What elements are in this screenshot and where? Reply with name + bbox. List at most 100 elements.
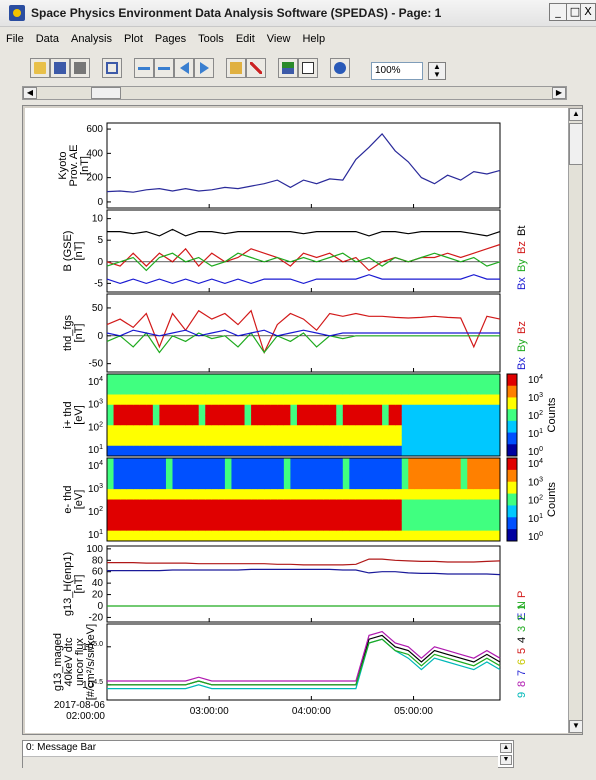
spectrogram-cell (473, 394, 481, 406)
shift-right-icon[interactable] (154, 58, 174, 78)
spectrogram-cell (493, 425, 501, 436)
step-forward-icon[interactable] (194, 58, 214, 78)
spectrogram-cell (401, 415, 409, 426)
spectrogram-cell (421, 445, 429, 457)
spectrogram-cell (342, 435, 350, 447)
spectrogram-cell (362, 458, 370, 469)
scroll-up-arrow-icon[interactable]: ▲ (569, 108, 583, 121)
open-folder-icon[interactable] (30, 58, 50, 78)
spectrogram-cell (146, 384, 154, 395)
spectrogram-cell (323, 384, 331, 395)
spectrogram-cell (467, 509, 475, 521)
message-scroll-up-icon[interactable]: ▲ (500, 743, 512, 753)
colorbar-tick-label: 100 (528, 531, 543, 543)
spectrogram-cell (159, 415, 167, 426)
spectrogram-cell (421, 499, 429, 511)
spectrogram-cell (113, 520, 121, 532)
save-icon[interactable] (50, 58, 70, 78)
spectrogram-cell (454, 394, 462, 406)
spectrogram-cell (329, 374, 337, 385)
menu-data[interactable]: Data (35, 33, 59, 45)
spectrogram-cell (218, 468, 226, 480)
y-tick-label: 102 (88, 421, 103, 433)
close-button[interactable]: X (580, 3, 596, 21)
spectrogram-cell (205, 445, 213, 457)
spectrogram-cell (467, 468, 475, 480)
spectrogram-cell (388, 425, 396, 436)
spectrogram-cell (205, 374, 213, 385)
data-manager-icon[interactable] (226, 58, 246, 78)
zoom-stepper[interactable]: ▲ ▼ (428, 62, 446, 80)
spectrogram-cell (296, 468, 304, 480)
spectrogram-cell (218, 530, 226, 542)
spectrogram-cell (231, 435, 239, 447)
menu-plot[interactable]: Plot (123, 33, 143, 45)
copy-icon[interactable] (102, 58, 122, 78)
layout-icon[interactable] (278, 58, 298, 78)
menu-analysis[interactable]: Analysis (70, 33, 112, 45)
message-bar-scrollbar[interactable] (23, 756, 498, 768)
spectrogram-cell (467, 520, 475, 532)
spectrogram-cell (179, 374, 187, 385)
spectrogram-cell (473, 478, 481, 490)
spectrogram-cell (460, 445, 468, 457)
vertical-scrollbar[interactable]: ▲ ▼ (568, 108, 583, 733)
print-icon[interactable] (70, 58, 90, 78)
spectrogram-cell (165, 468, 173, 480)
spectrogram-cell (244, 530, 252, 542)
step-back-icon[interactable] (174, 58, 194, 78)
spectrogram-cell (139, 374, 147, 385)
spectrogram-cell (238, 530, 246, 542)
spectrogram-cell (486, 468, 494, 480)
spectrogram-cell (329, 478, 337, 490)
spectrogram-cell (401, 478, 409, 490)
zoom-input[interactable]: 100% (371, 62, 423, 80)
menu-tools[interactable]: Tools (198, 33, 224, 45)
y-tick-label: 80 (92, 555, 104, 566)
spectrogram-cell (323, 445, 331, 457)
plot-page[interactable]: Kyoto Prov. AE [nT] 600 400 200 0 B (GSE) [nT] 10… (25, 108, 568, 733)
menu-edit[interactable]: Edit (235, 33, 255, 45)
spectrogram-cell (375, 489, 383, 500)
minimize-button[interactable]: _ (549, 3, 567, 21)
help-icon[interactable] (330, 58, 350, 78)
scroll-thumb[interactable] (91, 87, 121, 99)
spectrogram-cell (296, 435, 304, 447)
delete-icon[interactable] (246, 58, 266, 78)
panel-frame (106, 122, 501, 209)
spectrogram-cell (310, 509, 318, 521)
message-scroll-down-icon[interactable]: ▼ (500, 755, 512, 765)
menu-view[interactable]: View (266, 33, 291, 45)
blank-page-icon[interactable] (298, 58, 318, 78)
scroll-down-arrow-icon[interactable]: ▼ (569, 720, 583, 733)
spectrogram-cell (493, 445, 501, 457)
spectrogram-cell (172, 435, 180, 447)
spectrogram-cell (480, 384, 488, 395)
horizontal-scrollbar[interactable]: ◀ ▶ (22, 86, 567, 100)
spectrogram-cell (257, 445, 265, 457)
spectrogram-cell (421, 530, 429, 542)
spectrogram-cell (493, 394, 501, 406)
menu-help[interactable]: Help (302, 33, 326, 45)
spectrogram-cell (408, 394, 416, 406)
spectrogram-cell (270, 468, 278, 480)
spectrogram-cell (382, 530, 390, 542)
scroll-left-arrow-icon[interactable]: ◀ (23, 87, 37, 99)
spectrogram-cell (257, 520, 265, 532)
spectrogram-cell (126, 415, 134, 426)
spectrogram-cell (238, 415, 246, 426)
spectrogram-cell (165, 415, 173, 426)
menu-file[interactable]: File (6, 33, 24, 45)
spectrogram-cell (303, 520, 311, 532)
vertical-scroll-thumb[interactable] (569, 123, 583, 165)
scroll-right-arrow-icon[interactable]: ▶ (552, 87, 566, 99)
spectrogram-cell (113, 445, 121, 457)
spectrogram-cell (369, 489, 377, 500)
shift-left-icon[interactable] (134, 58, 154, 78)
spectrogram-cell (120, 435, 128, 447)
spectrogram-cell (395, 404, 403, 416)
spectrogram-cell (133, 468, 141, 480)
spectrogram-cell (244, 499, 252, 511)
spectrogram-cell (427, 520, 435, 532)
menu-pages[interactable]: Pages (154, 33, 187, 45)
